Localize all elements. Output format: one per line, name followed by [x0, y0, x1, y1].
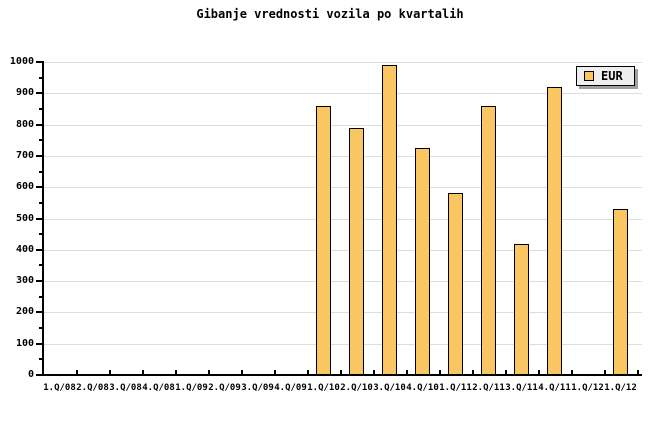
legend-label: EUR	[601, 69, 623, 83]
gridline	[44, 343, 642, 345]
x-axis-tick	[241, 370, 243, 375]
y-tick-label: 700	[15, 149, 34, 161]
y-axis-major-tick	[36, 311, 43, 314]
bar	[349, 127, 364, 375]
x-tick-label: 3.Q/10	[373, 383, 406, 393]
gridline	[44, 249, 642, 251]
x-axis-tick	[571, 370, 573, 375]
gridline	[44, 124, 642, 126]
x-tick-label: 3.Q/09	[241, 383, 274, 393]
y-axis-minor-tick	[39, 76, 43, 79]
x-axis-tick	[175, 370, 177, 375]
y-axis-minor-tick	[39, 107, 43, 110]
x-axis-tick	[637, 370, 639, 375]
x-axis-tick	[208, 370, 210, 375]
y-axis-major-tick	[36, 248, 43, 251]
x-axis-tick	[274, 370, 276, 375]
x-tick-label: 3.Q/11	[505, 383, 538, 393]
x-axis-tick	[373, 370, 375, 375]
x-tick-label: 4.Q/08	[142, 383, 175, 393]
x-axis-tick	[76, 370, 78, 375]
legend-swatch-icon	[584, 71, 594, 81]
x-axis-line	[42, 374, 642, 376]
y-tick-label: 800	[15, 118, 34, 130]
y-axis-major-tick	[36, 280, 43, 283]
x-axis-tick	[340, 370, 342, 375]
y-axis-major-tick	[36, 61, 43, 63]
y-axis-major-tick	[36, 374, 43, 376]
y-axis-major-tick	[36, 186, 43, 189]
x-axis-tick	[109, 370, 111, 375]
gridline	[44, 187, 642, 189]
legend: EUR	[576, 66, 635, 86]
x-axis-tick	[505, 370, 507, 375]
y-axis-major-tick	[36, 92, 43, 95]
x-tick-label: 2.Q/09	[208, 383, 241, 393]
y-axis-major-tick	[36, 342, 43, 345]
gridline	[44, 93, 642, 95]
y-axis-major-tick	[36, 123, 43, 126]
gridline	[44, 218, 642, 220]
bar	[481, 105, 496, 375]
x-tick-label: 2.Q/10	[340, 383, 373, 393]
x-tick-label: 4.Q/11	[538, 383, 571, 393]
bar	[316, 105, 331, 375]
x-tick-label: 4.Q/10	[406, 383, 439, 393]
y-axis-line	[42, 61, 44, 376]
y-axis-minor-tick	[39, 201, 43, 204]
x-tick-label: 1.Q/10	[307, 383, 340, 393]
bar	[415, 148, 430, 375]
x-axis-tick	[538, 370, 540, 375]
x-tick-label: 1.Q/12	[571, 383, 604, 393]
x-tick-label: 2.Q/08	[76, 383, 109, 393]
y-axis-minor-tick	[39, 295, 43, 298]
y-axis-major-tick	[36, 154, 43, 157]
y-axis-major-tick	[36, 217, 43, 220]
x-tick-label: 1.Q/09	[175, 383, 208, 393]
y-tick-label: 200	[15, 306, 34, 318]
y-axis-minor-tick	[39, 170, 43, 173]
y-axis-minor-tick	[39, 139, 43, 142]
y-tick-label: 100	[15, 337, 34, 349]
bar	[613, 209, 628, 375]
x-tick-label: 4.Q/09	[274, 383, 307, 393]
bar	[547, 87, 562, 375]
y-tick-label: 400	[15, 243, 34, 255]
x-tick-label: 1.Q/12	[604, 383, 637, 393]
gridline	[44, 281, 642, 283]
gridline	[44, 312, 642, 314]
y-tick-label: 500	[15, 212, 34, 224]
x-axis-tick	[307, 370, 309, 375]
x-tick-label: 1.Q/11	[439, 383, 472, 393]
x-tick-label: 1.Q/08	[43, 383, 76, 393]
x-tick-label: 3.Q/08	[109, 383, 142, 393]
y-tick-label: 1000	[9, 56, 34, 67]
chart-title: Gibanje vrednosti vozila po kvartalih	[196, 7, 464, 21]
x-axis-tick	[472, 370, 474, 375]
y-axis-minor-tick	[39, 358, 43, 361]
bar	[382, 65, 397, 375]
y-tick-label: 600	[15, 181, 34, 193]
x-axis-tick	[406, 370, 408, 375]
y-axis-minor-tick	[39, 264, 43, 267]
x-axis-tick	[142, 370, 144, 375]
bar	[448, 193, 463, 375]
y-tick-label: 0	[27, 369, 34, 380]
y-tick-label: 300	[15, 275, 34, 287]
x-tick-label: 2.Q/11	[472, 383, 505, 393]
x-axis-tick	[439, 370, 441, 375]
y-axis-minor-tick	[39, 327, 43, 330]
y-axis-minor-tick	[39, 233, 43, 236]
x-axis-tick	[604, 370, 606, 375]
bar	[514, 243, 529, 375]
gridline	[44, 62, 642, 63]
gridline	[44, 155, 642, 157]
y-tick-label: 900	[15, 87, 34, 99]
